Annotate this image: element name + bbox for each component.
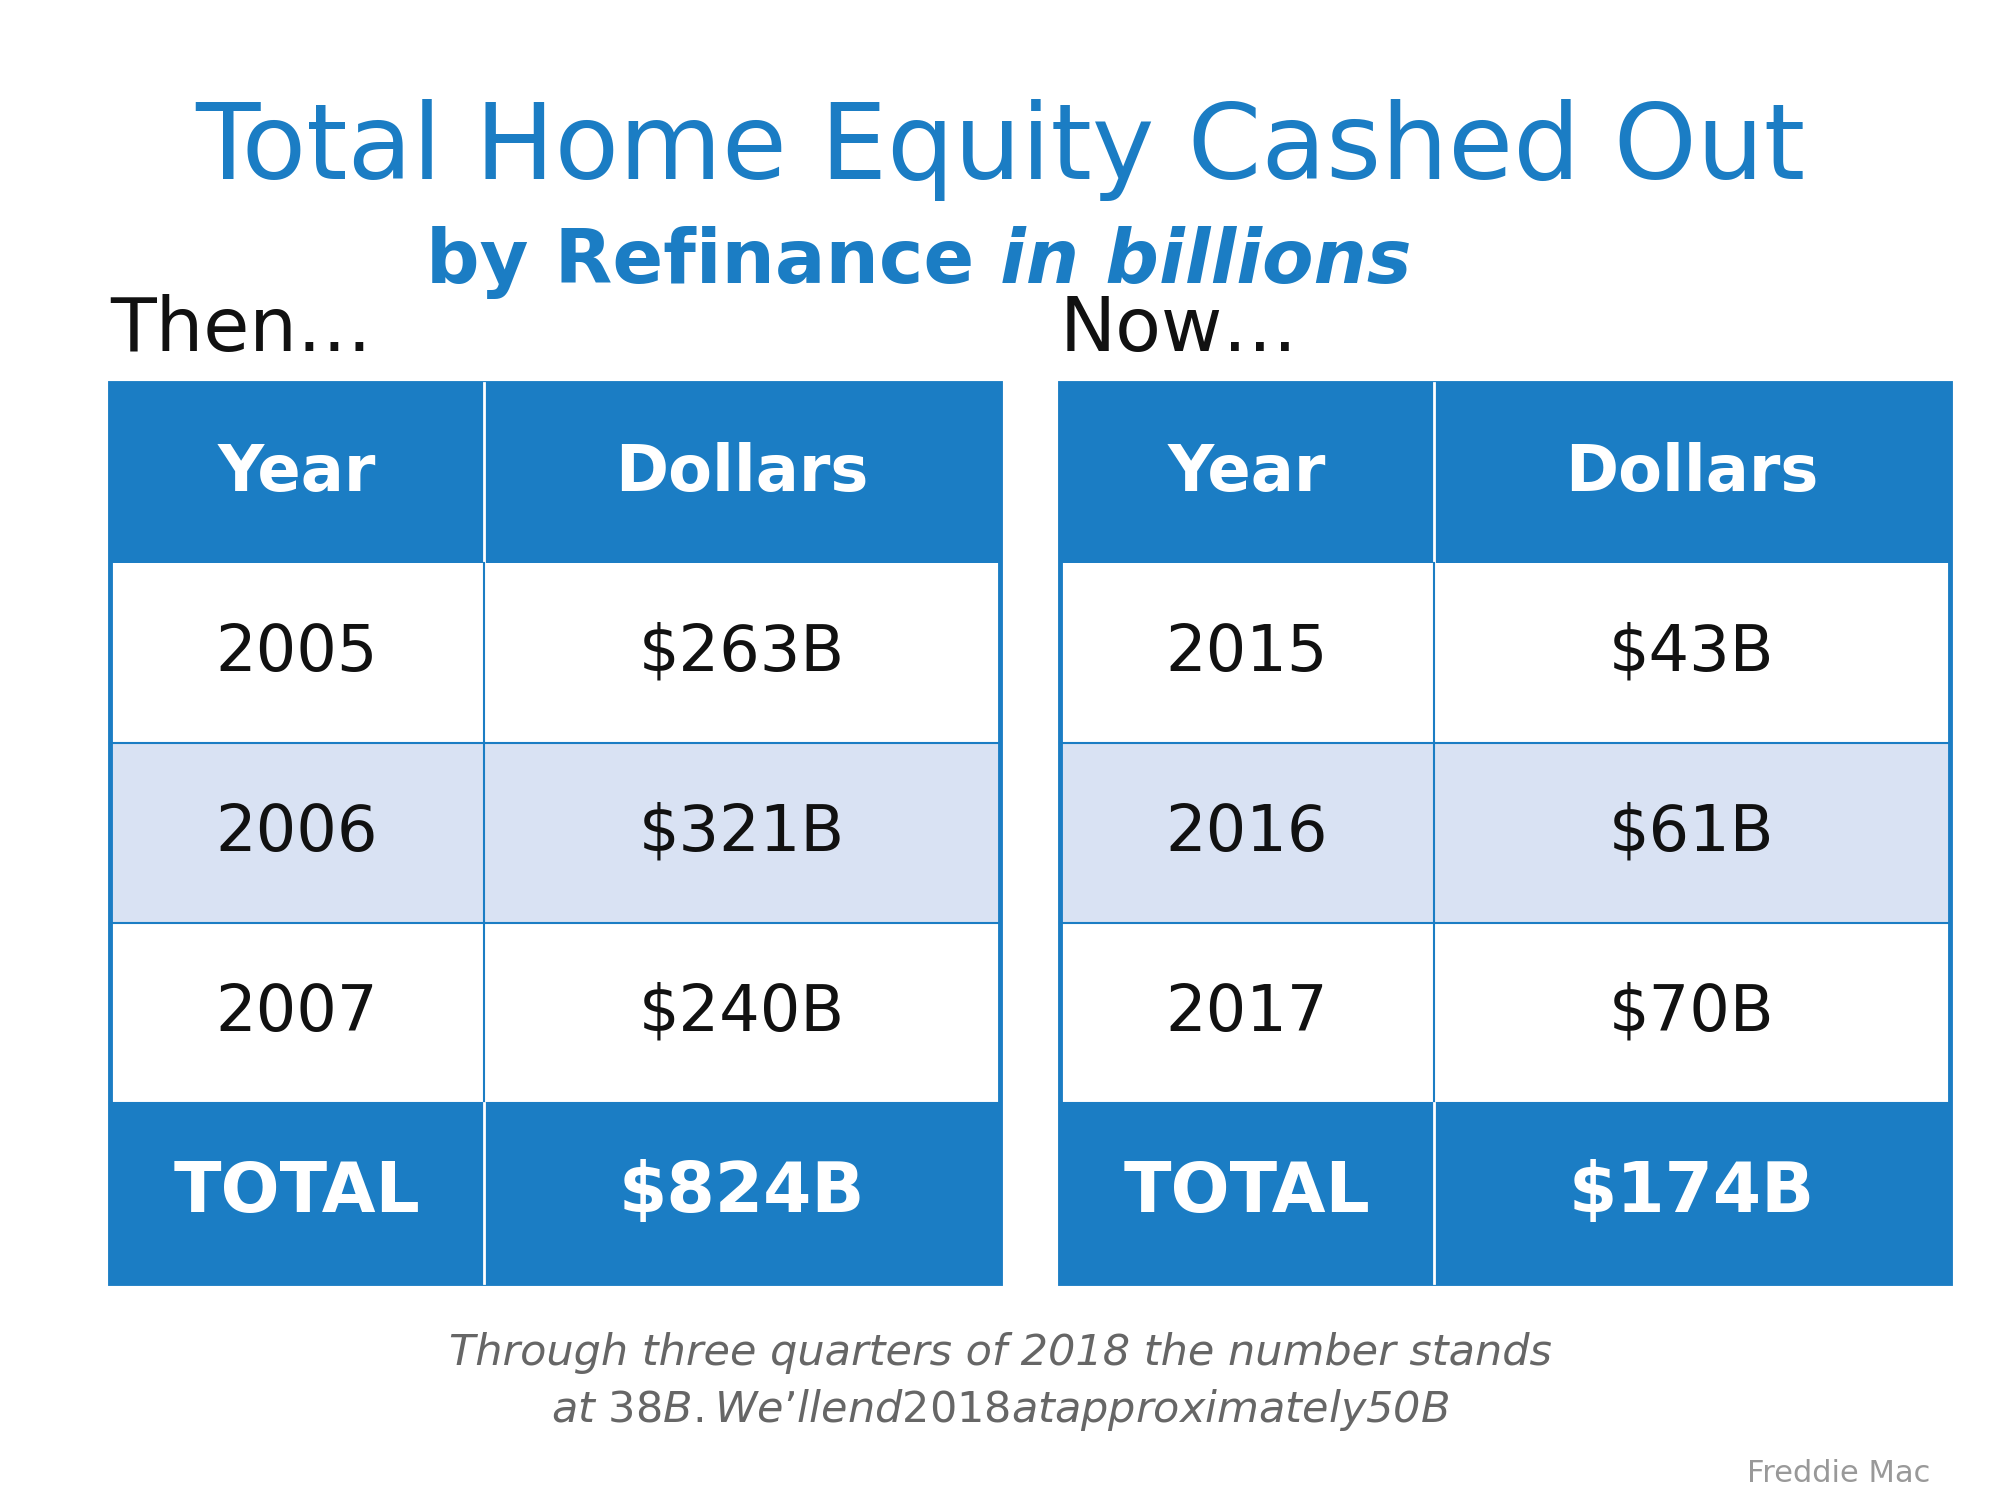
Bar (110, 1102, 1000, 1282)
Text: TOTAL: TOTAL (174, 1160, 420, 1226)
Text: in billions: in billions (1000, 226, 1412, 298)
Text: 2005: 2005 (216, 621, 378, 684)
Bar (110, 382, 1000, 562)
Text: $824B: $824B (618, 1160, 866, 1226)
Text: 2016: 2016 (1166, 801, 1328, 864)
Text: $43B: $43B (1610, 621, 1774, 684)
Text: $174B: $174B (1568, 1160, 1814, 1226)
Bar (1060, 742, 1950, 922)
Text: $263B: $263B (638, 621, 844, 684)
Text: Year: Year (1168, 441, 1326, 504)
Text: $61B: $61B (1610, 801, 1774, 864)
Bar (110, 742, 1000, 922)
Text: 2017: 2017 (1166, 981, 1328, 1044)
Text: 2015: 2015 (1166, 621, 1328, 684)
Bar (1060, 382, 1950, 562)
Text: Total Home Equity Cashed Out: Total Home Equity Cashed Out (194, 99, 1806, 201)
Text: Through three quarters of 2018 the number stands: Through three quarters of 2018 the numbe… (448, 1332, 1552, 1374)
Text: TOTAL: TOTAL (1124, 1160, 1370, 1226)
Bar (1060, 382, 1950, 1282)
Text: $240B: $240B (638, 981, 844, 1044)
Text: Then…: Then… (110, 294, 372, 368)
Text: Year: Year (218, 441, 376, 504)
Bar (1060, 1102, 1950, 1282)
Text: Now…: Now… (1060, 294, 1298, 368)
Bar (1060, 562, 1950, 742)
Text: Dollars: Dollars (1566, 441, 1818, 504)
Bar (110, 382, 1000, 1282)
Bar (1060, 922, 1950, 1102)
Bar (110, 922, 1000, 1102)
Text: Dollars: Dollars (616, 441, 868, 504)
Text: $321B: $321B (638, 801, 844, 864)
Text: 2007: 2007 (216, 981, 378, 1044)
Text: Freddie Mac: Freddie Mac (1746, 1458, 1930, 1488)
Text: by Refinance: by Refinance (426, 226, 1000, 298)
Text: at $38B. We’ll end 2018 at approximately $50B: at $38B. We’ll end 2018 at approximately… (550, 1388, 1450, 1432)
Text: $70B: $70B (1610, 981, 1774, 1044)
Text: 2006: 2006 (216, 801, 378, 864)
Bar (110, 562, 1000, 742)
